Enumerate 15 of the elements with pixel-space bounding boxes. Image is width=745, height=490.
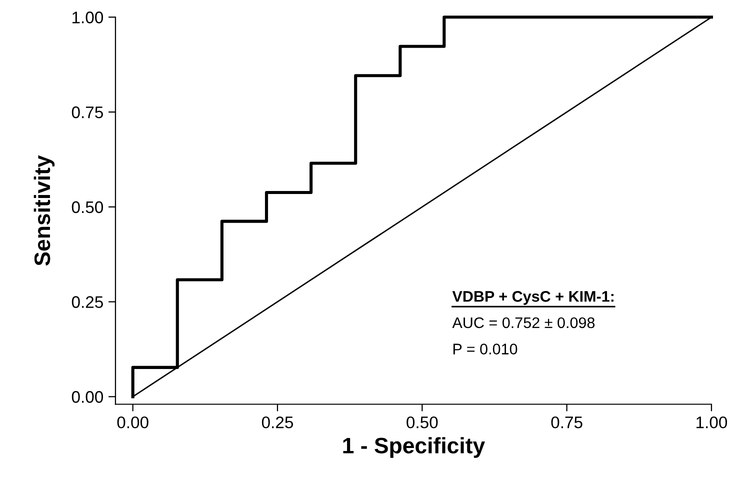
y-tick-label: 0.50 [72,201,104,214]
annotation: VDBP + CysC + KIM-1: [452,291,614,305]
y-tick-label: 0.00 [72,391,104,403]
y-tick-label: 0.25 [72,296,103,308]
x-tick-label: 0.25 [262,416,294,428]
x-tick-label: 0.00 [117,416,148,428]
y-tick-label: 1.00 [72,12,104,24]
annotation: AUC = 0.752 ± 0.098 [452,317,595,328]
annotation: P = 0.010 [453,344,518,354]
y-tick-label: 0.75 [72,106,103,118]
x-axis-title: 1 - Specificity [343,437,485,458]
x-tick-label: 0.50 [406,416,438,428]
x-tick-label: 1.00 [696,416,728,428]
x-tick-label: 0.75 [551,416,582,428]
y-axis-title: Sensitivity [34,155,55,266]
